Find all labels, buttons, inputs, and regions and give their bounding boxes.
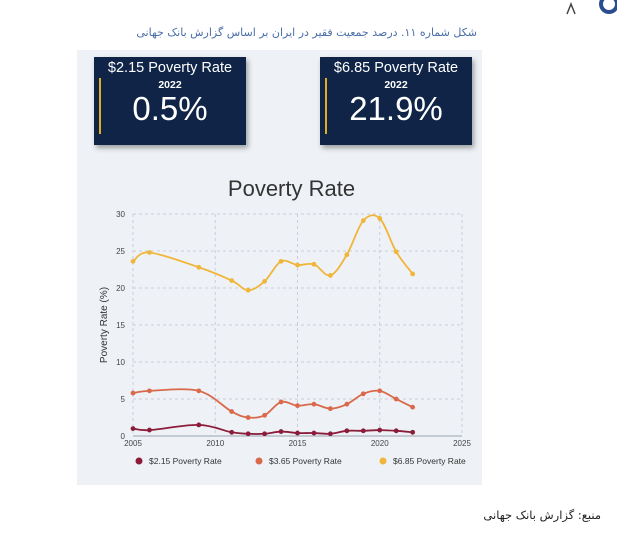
y-tick-label: 10 — [116, 358, 125, 367]
logo-fragment-icon — [566, 0, 617, 15]
legend-label: $6.85 Poverty Rate — [393, 456, 466, 466]
data-point — [360, 218, 366, 224]
series-line — [132, 388, 414, 419]
x-tick-label: 2010 — [206, 439, 224, 448]
y-tick-label: 25 — [116, 247, 125, 256]
data-point — [262, 412, 267, 418]
data-point — [410, 271, 416, 277]
data-point — [344, 401, 350, 407]
card-accent-bar — [325, 78, 327, 134]
x-tick-label: 2015 — [289, 439, 307, 448]
source-note: منبع: گزارش بانک جهانی — [483, 508, 601, 522]
figure-caption: شکل شماره ۱۱. درصد جمعیت فقیر در ایران ب… — [136, 26, 477, 39]
data-point — [311, 401, 317, 407]
poverty-card-215: $2.15 Poverty Rate 2022 0.5% — [94, 57, 246, 145]
data-point — [311, 261, 317, 267]
y-tick-label: 15 — [116, 321, 125, 330]
card-title: $2.15 Poverty Rate — [107, 60, 233, 76]
data-point — [130, 426, 136, 431]
data-point — [328, 406, 333, 412]
y-axis-label: Poverty Rate (%) — [99, 287, 110, 363]
data-point — [344, 428, 350, 434]
series-line — [132, 214, 414, 292]
data-point — [278, 399, 284, 405]
x-tick-label: 2005 — [124, 439, 142, 448]
series-line — [132, 423, 413, 435]
data-point — [410, 404, 416, 410]
data-point — [196, 264, 202, 270]
data-point — [295, 403, 300, 409]
legend-marker — [379, 457, 387, 465]
y-tick-label: 30 — [116, 210, 125, 219]
x-tick-label: 2020 — [371, 439, 389, 448]
card-year: 2022 — [384, 79, 408, 91]
data-point — [344, 252, 350, 258]
data-point — [262, 278, 267, 284]
y-tick-label: 5 — [121, 395, 126, 404]
data-point — [377, 388, 383, 394]
card-value: 21.9% — [349, 90, 443, 127]
data-point — [377, 427, 383, 433]
data-point — [245, 287, 251, 293]
data-point — [295, 262, 300, 268]
data-point — [245, 415, 251, 420]
data-point — [328, 431, 333, 437]
card-year: 2022 — [158, 79, 182, 91]
data-point — [278, 258, 284, 264]
data-point — [360, 391, 366, 397]
data-point — [295, 430, 300, 436]
data-point — [229, 409, 235, 414]
data-point — [328, 273, 333, 278]
data-point — [229, 278, 235, 283]
card-value: 0.5% — [132, 90, 208, 127]
data-point — [410, 429, 416, 435]
data-point — [245, 431, 251, 437]
data-point — [130, 258, 136, 264]
legend-label: $3.65 Poverty Rate — [269, 456, 342, 466]
data-point — [147, 388, 152, 394]
data-point — [196, 388, 202, 394]
legend-label: $2.15 Poverty Rate — [149, 456, 222, 466]
data-point — [393, 396, 399, 402]
y-tick-label: 20 — [116, 284, 125, 293]
card-title: $6.85 Poverty Rate — [333, 60, 459, 76]
chart-title: Poverty Rate — [228, 176, 355, 201]
y-tick-label: 0 — [121, 432, 126, 441]
data-point — [278, 429, 284, 434]
data-point — [360, 428, 366, 434]
data-point — [377, 216, 383, 221]
legend-marker — [255, 457, 263, 465]
data-point — [229, 429, 235, 435]
data-point — [393, 249, 399, 255]
x-tick-label: 2025 — [453, 439, 471, 448]
data-point — [262, 431, 267, 437]
poverty-card-685: $6.85 Poverty Rate 2022 21.9% — [320, 57, 472, 145]
data-point — [147, 427, 152, 433]
data-point — [196, 422, 202, 428]
data-point — [130, 390, 136, 396]
data-point — [147, 250, 152, 255]
legend-marker — [135, 457, 143, 465]
data-point — [311, 430, 317, 436]
data-point — [393, 428, 399, 434]
card-accent-bar — [99, 78, 101, 134]
